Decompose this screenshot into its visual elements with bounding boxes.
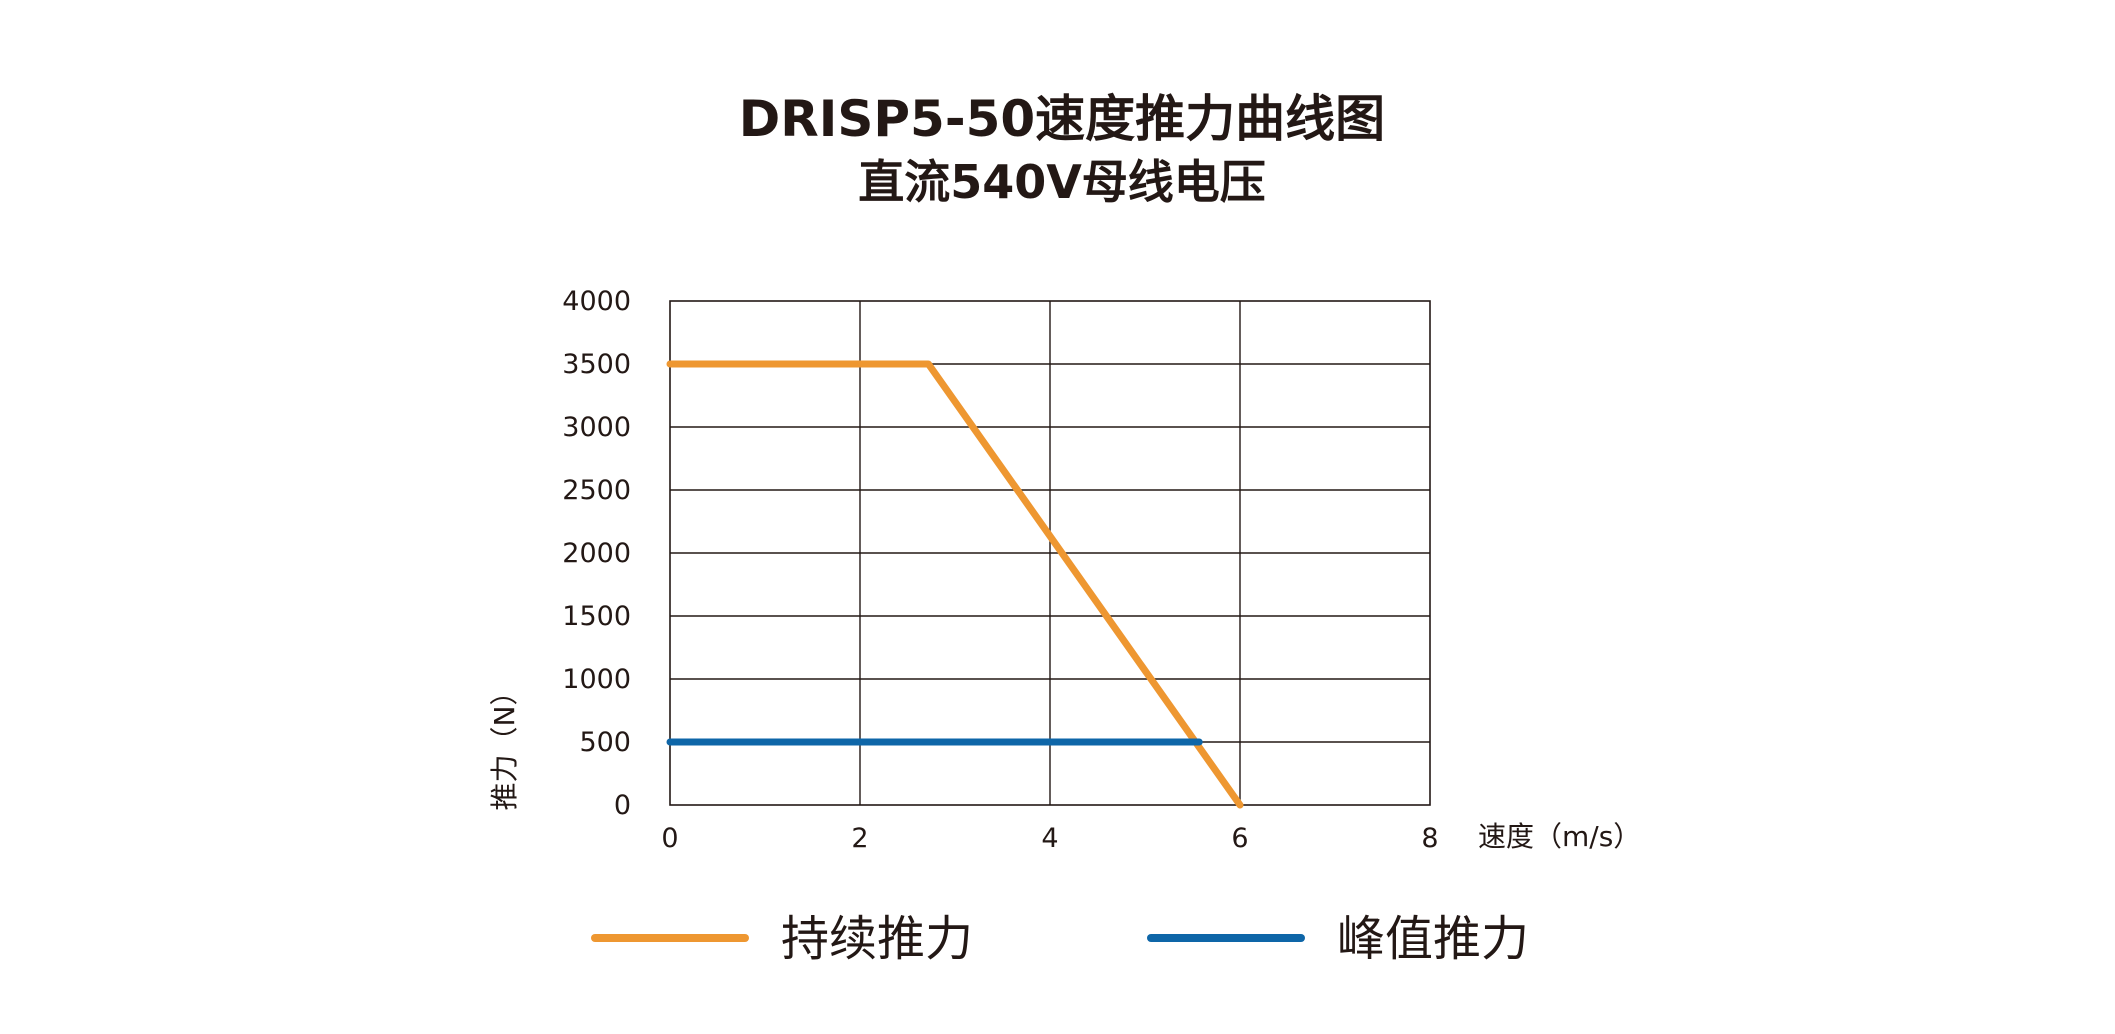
x-tick-labels: 0 2 4 6 8	[661, 823, 1438, 854]
legend-label-1: 持续推力	[781, 911, 973, 967]
legend: 持续推力 峰值推力	[591, 911, 1529, 967]
x-axis-label: 速度（m/s）	[1478, 820, 1641, 853]
x-tick-label: 4	[1041, 823, 1058, 854]
y-tick-label: 2000	[562, 538, 631, 569]
series-lines	[666, 360, 1244, 809]
y-tick-label: 3000	[562, 412, 631, 443]
series-line-1	[666, 360, 1244, 809]
y-tick-label: 1000	[562, 664, 631, 695]
legend-label-2: 峰值推力	[1337, 911, 1529, 967]
y-tick-label: 2500	[562, 475, 631, 506]
x-tick-label: 8	[1421, 823, 1438, 854]
grid	[670, 301, 1430, 805]
y-axis-label: 推力（N）	[488, 678, 521, 811]
y-tick-label: 3500	[562, 349, 631, 380]
chart-title: DRISP5-50速度推力曲线图	[739, 90, 1385, 148]
y-tick-label: 500	[579, 727, 631, 758]
y-tick-labels: 0 500 1000 1500 2000 2500 3000 3500 4000	[562, 286, 631, 821]
y-tick-label: 1500	[562, 601, 631, 632]
y-tick-label: 0	[614, 790, 631, 821]
y-tick-label: 4000	[562, 286, 631, 317]
x-tick-label: 0	[661, 823, 678, 854]
x-tick-label: 6	[1231, 823, 1248, 854]
chart-subtitle: 直流540V母线电压	[858, 155, 1266, 209]
x-tick-label: 2	[851, 823, 868, 854]
